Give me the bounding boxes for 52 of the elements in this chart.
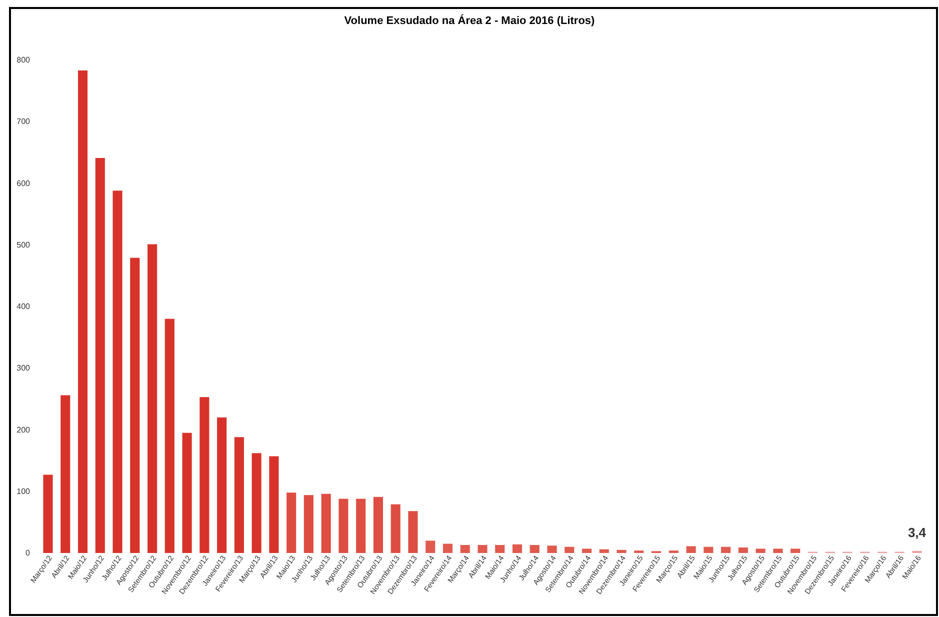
bar	[616, 550, 626, 553]
bar	[426, 540, 436, 553]
bar	[164, 318, 174, 553]
bar	[530, 544, 540, 553]
bar	[200, 397, 210, 553]
y-tick-label: 0	[26, 548, 31, 558]
bar	[721, 546, 731, 553]
bar	[304, 495, 314, 553]
bar	[95, 158, 105, 553]
chart-title: Volume Exsudado na Área 2 - Maio 2016 (Litros)	[344, 14, 596, 27]
bar	[790, 548, 800, 553]
bar	[338, 498, 348, 553]
y-tick-label: 600	[16, 178, 31, 188]
bar	[356, 498, 366, 553]
bar	[478, 544, 488, 553]
bar	[756, 548, 766, 553]
bar	[43, 474, 53, 553]
bar	[460, 544, 470, 553]
bar	[408, 511, 418, 553]
bar	[286, 492, 296, 553]
bar	[234, 437, 244, 553]
bar	[599, 549, 609, 553]
y-tick-label: 500	[16, 240, 31, 250]
bar	[321, 494, 331, 553]
bar	[390, 504, 400, 553]
bar	[512, 544, 522, 553]
bar	[182, 432, 192, 553]
bar	[773, 548, 783, 553]
bar	[217, 417, 227, 553]
bar	[704, 546, 714, 553]
bar	[442, 544, 453, 553]
bar	[147, 244, 158, 553]
y-tick-label: 200	[16, 425, 31, 434]
bar	[252, 453, 262, 553]
bar	[738, 547, 748, 553]
bar	[373, 496, 383, 553]
bar	[582, 548, 592, 553]
y-tick-label: 300	[16, 364, 31, 373]
y-tick-label: 400	[16, 302, 31, 312]
y-tick-label: 800	[16, 56, 31, 65]
bar	[495, 544, 505, 553]
bar	[269, 456, 279, 553]
bar	[686, 546, 696, 553]
bar	[112, 190, 122, 553]
y-tick-label: 100	[16, 486, 31, 496]
bar	[130, 258, 140, 553]
data-label: 3,4	[908, 524, 927, 540]
y-tick-label: 700	[16, 117, 31, 126]
bar	[60, 395, 70, 553]
bar	[78, 70, 88, 553]
bar	[547, 546, 557, 553]
bar	[564, 546, 574, 553]
